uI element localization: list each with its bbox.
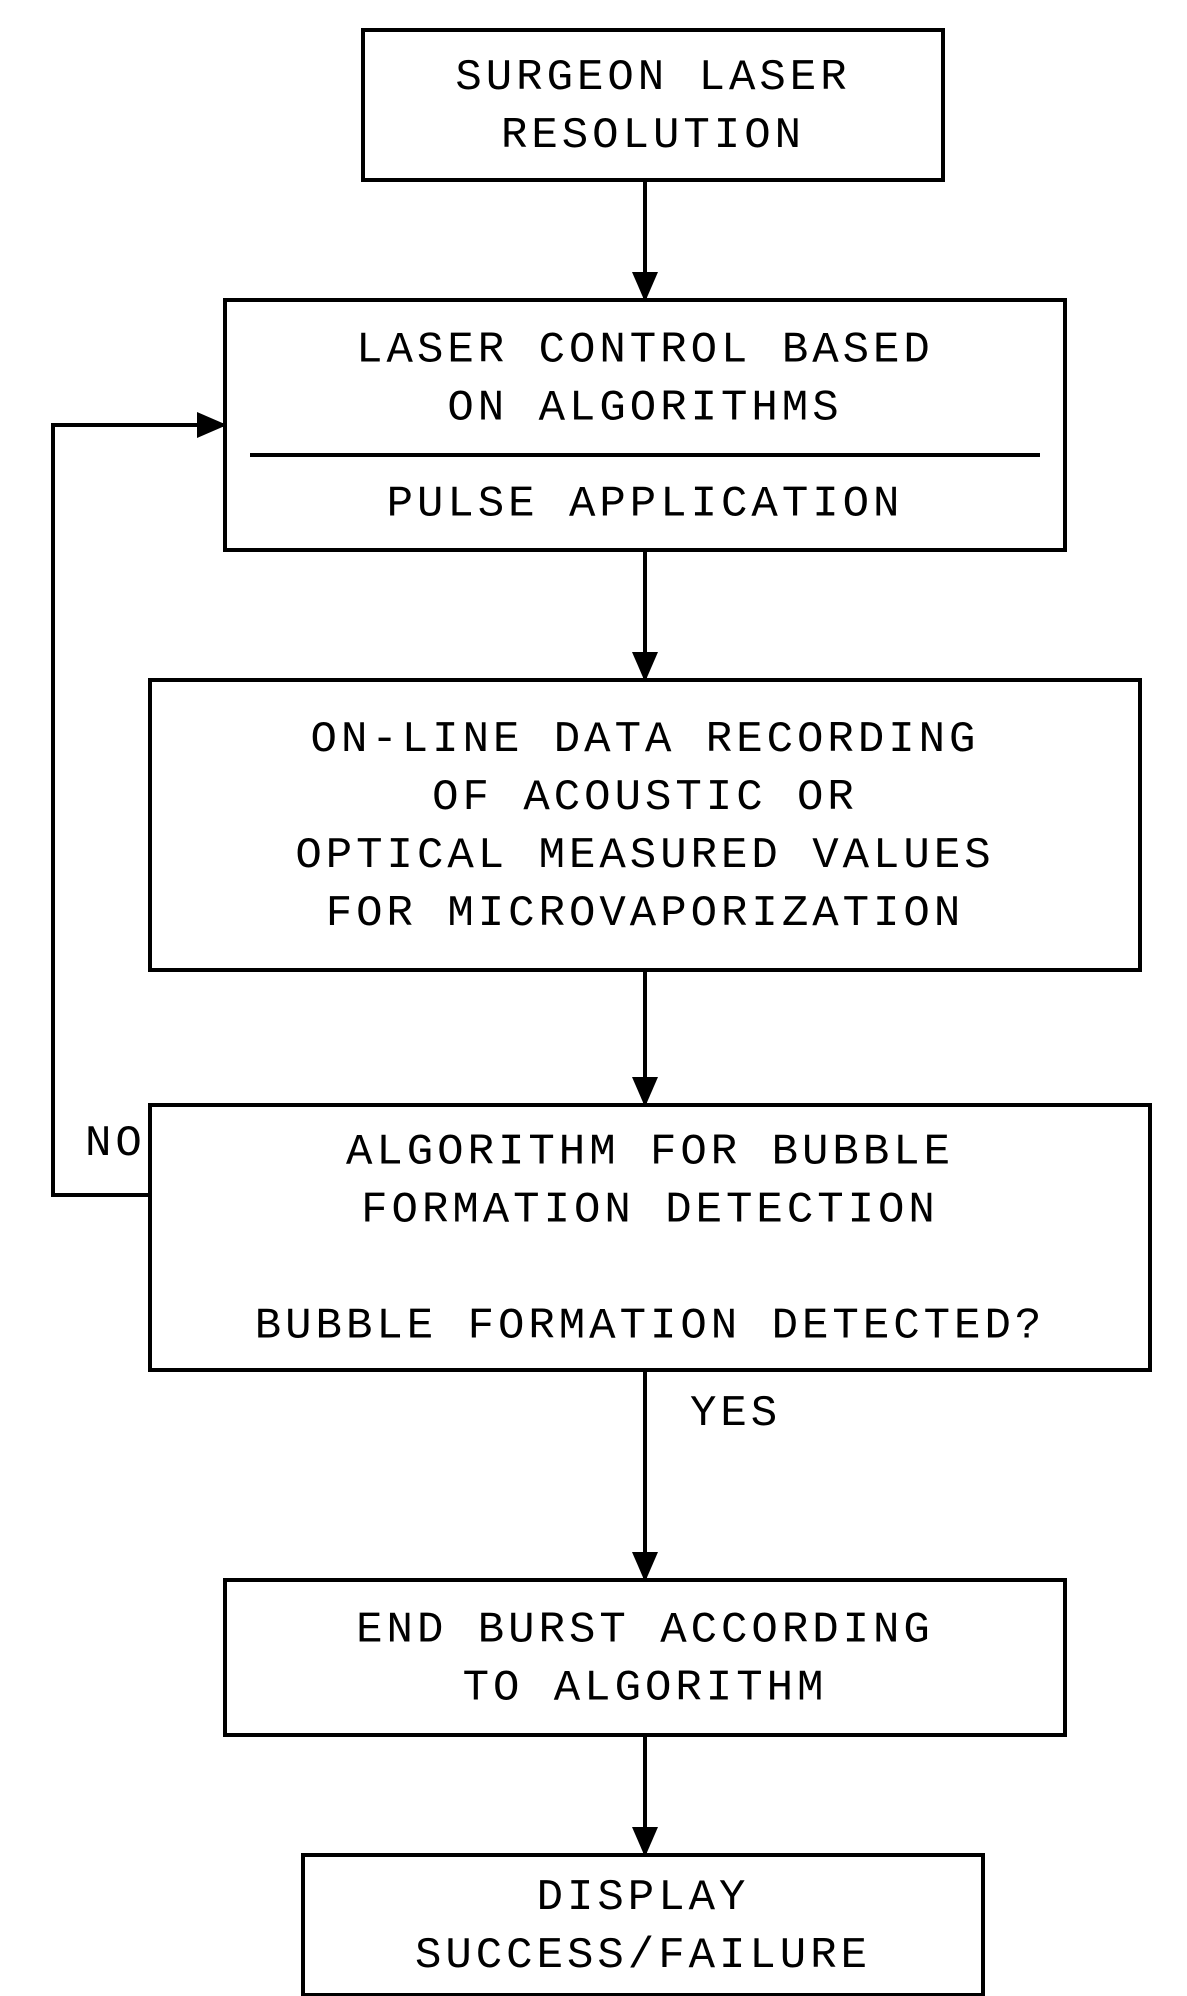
flowchart-node-n6: DISPLAY SUCCESS/FAILURE (303, 1855, 983, 1995)
flowchart-node-n4: ALGORITHM FOR BUBBLE FORMATION DETECTION B… (150, 1105, 1150, 1370)
node-text: PULSE APPLICATION (387, 479, 904, 529)
flowchart-canvas: SURGEON LASER RESOLUTION LASER CONTROL BAS… (0, 0, 1187, 1996)
node-text: OPTICAL MEASURED VALUES (295, 831, 994, 881)
node-text: SUCCESS/FAILURE (415, 1931, 871, 1981)
node-text: FOR MICROVAPORIZATION (326, 889, 965, 939)
node-text: TO ALGORITHM (463, 1663, 828, 1713)
node-text: FORMATION DETECTION (361, 1185, 939, 1235)
nodes-layer: SURGEON LASER RESOLUTION LASER CONTROL BAS… (150, 30, 1150, 1995)
flowchart-node-n3: ON-LINE DATA RECORDING OF ACOUSTIC OR OPTI… (150, 680, 1140, 970)
node-text: OF ACOUSTIC OR (432, 773, 858, 823)
flowchart-node-n1: SURGEON LASER RESOLUTION (363, 30, 943, 180)
node-text: ON ALGORITHMS (447, 383, 842, 433)
edge-label: NO (85, 1119, 146, 1169)
node-text: LASER CONTROL BASED (356, 325, 934, 375)
node-text: ON-LINE DATA RECORDING (311, 715, 980, 765)
node-text: BUBBLE FORMATION DETECTED? (255, 1301, 1046, 1351)
node-text: DISPLAY (537, 1873, 750, 1923)
node-text: RESOLUTION (501, 111, 805, 161)
flowchart-node-n2: LASER CONTROL BASED ON ALGORITHMS PULSE AP… (225, 300, 1065, 550)
node-text: END BURST ACCORDING (356, 1605, 934, 1655)
edge-label: YES (690, 1389, 781, 1439)
flowchart-node-n5: END BURST ACCORDING TO ALGORITHM (225, 1580, 1065, 1735)
node-text: SURGEON LASER (455, 53, 850, 103)
node-text: ALGORITHM FOR BUBBLE (346, 1127, 954, 1177)
